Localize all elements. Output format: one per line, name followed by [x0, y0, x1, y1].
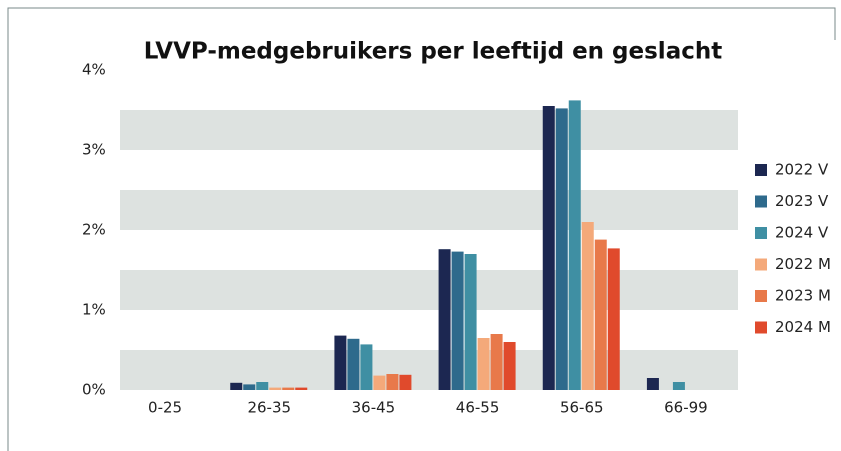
x-tick-label: 46-55: [456, 399, 500, 417]
bar: [542, 106, 555, 390]
legend-swatch: [755, 164, 767, 176]
bar: [607, 248, 620, 390]
y-tick-label: 0%: [82, 381, 106, 399]
legend-label: 2022 V: [775, 161, 829, 179]
bar: [568, 100, 581, 391]
legend-label: 2023 V: [775, 192, 829, 210]
x-tick-label: 36-45: [352, 399, 396, 417]
bar: [594, 239, 607, 390]
bar: [399, 374, 412, 390]
legend-label: 2024 M: [775, 318, 831, 336]
legend-swatch: [755, 258, 767, 271]
bar: [464, 254, 477, 390]
grid-band: [120, 270, 738, 310]
bar: [373, 375, 386, 390]
bar: [503, 342, 516, 390]
bar: [672, 382, 685, 390]
legend-swatch: [755, 290, 767, 302]
bar: [451, 251, 464, 390]
chart-title: LVVP-medgebruikers per leeftijd en gesla…: [144, 39, 722, 65]
bar: [334, 335, 347, 390]
y-tick-label: 1%: [82, 301, 106, 319]
x-tick-label: 66-99: [664, 399, 708, 417]
x-tick-label: 0-25: [148, 399, 182, 417]
bar: [256, 382, 269, 390]
bar: [490, 334, 503, 390]
legend-swatch: [755, 321, 767, 334]
legend-label: 2022 M: [775, 255, 831, 273]
bar: [360, 344, 373, 390]
x-tick-label: 56-65: [560, 399, 604, 417]
bar: [438, 249, 451, 390]
grid-band: [120, 110, 738, 150]
bar: [646, 378, 659, 390]
y-tick-label: 2%: [82, 221, 106, 239]
bar: [581, 222, 594, 390]
y-tick-label: 4%: [82, 61, 106, 79]
frame: [7, 7, 836, 451]
x-tick-label: 26-35: [247, 399, 291, 417]
legend-swatch: [755, 195, 767, 208]
grid-band: [120, 350, 738, 390]
grid-band: [120, 190, 738, 230]
y-tick-label: 3%: [82, 141, 106, 159]
bar: [477, 338, 490, 390]
legend-swatch: [755, 227, 767, 239]
bar: [269, 387, 282, 390]
bar: [295, 387, 308, 390]
bar: [243, 384, 256, 390]
bar: [230, 382, 243, 390]
legend-label: 2023 M: [775, 287, 831, 305]
bar: [347, 338, 360, 390]
bar: [386, 374, 399, 390]
legend-label: 2024 V: [775, 224, 829, 242]
bar: [282, 387, 295, 390]
bar: [555, 108, 568, 391]
